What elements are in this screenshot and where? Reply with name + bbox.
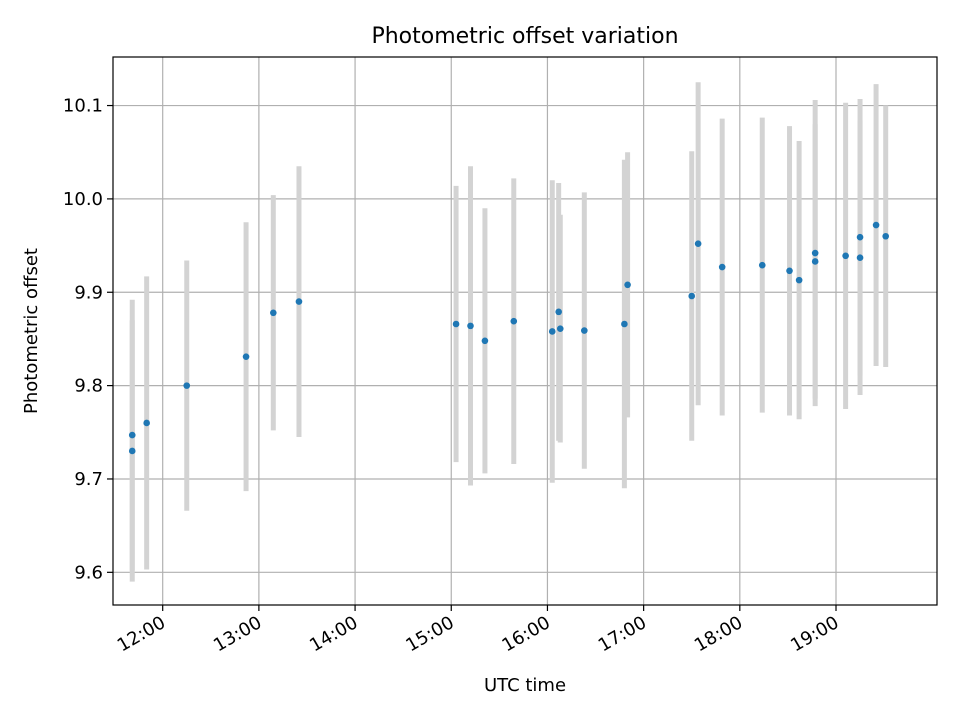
data-point xyxy=(694,240,702,248)
data-point xyxy=(295,298,303,305)
data-point xyxy=(555,308,562,316)
data-point xyxy=(758,261,766,269)
y-tick-label: 10.0 xyxy=(63,189,103,210)
data-point xyxy=(856,233,864,241)
y-axis-ticks: 9.6 9.7 9.8 9.9 10.0 10.1 xyxy=(63,96,113,583)
x-tick-label: 16:00 xyxy=(499,612,554,656)
y-tick-label: 9.8 xyxy=(74,376,103,397)
data-point xyxy=(718,263,726,271)
plot-frame xyxy=(112,56,938,606)
data-point xyxy=(786,267,793,275)
data-point xyxy=(556,325,564,332)
data-point xyxy=(882,232,890,240)
data-point xyxy=(811,249,819,257)
data-point xyxy=(452,320,460,328)
data-point xyxy=(143,419,150,427)
data-point xyxy=(795,276,803,284)
data-point xyxy=(128,431,136,439)
error-bars xyxy=(129,82,889,582)
x-axis-label: UTC time xyxy=(484,675,566,696)
data-point xyxy=(624,281,631,289)
data-point xyxy=(581,327,588,334)
data-point xyxy=(481,337,489,345)
data-point xyxy=(183,382,191,389)
data-point xyxy=(688,292,696,300)
y-tick-label: 9.9 xyxy=(74,282,103,303)
data-point xyxy=(270,309,277,317)
y-tick-label: 9.7 xyxy=(74,469,103,490)
data-point xyxy=(856,254,864,262)
data-point xyxy=(467,322,474,330)
y-tick-label: 10.1 xyxy=(63,96,103,117)
x-tick-label: 13:00 xyxy=(210,612,265,656)
data-point xyxy=(842,252,849,260)
chart-title: Photometric offset variation xyxy=(371,24,678,49)
data-point xyxy=(510,317,518,325)
x-tick-label: 14:00 xyxy=(306,612,361,656)
x-tick-label: 12:00 xyxy=(114,612,169,656)
data-point xyxy=(242,353,250,360)
x-axis-ticks: 12:00 13:00 14:00 15:00 16:00 17:00 18:00 19:00 xyxy=(114,605,843,656)
data-point xyxy=(128,447,136,455)
y-axis-label: Photometric offset xyxy=(21,248,42,414)
data-points xyxy=(128,221,890,455)
data-point xyxy=(872,221,880,229)
data-point xyxy=(621,320,628,328)
x-tick-label: 17:00 xyxy=(595,612,650,656)
data-point xyxy=(548,328,556,335)
y-tick-label: 9.6 xyxy=(74,562,103,583)
x-tick-label: 15:00 xyxy=(402,612,457,656)
data-point xyxy=(811,258,819,265)
x-tick-label: 19:00 xyxy=(787,612,842,656)
x-tick-label: 18:00 xyxy=(691,612,746,656)
